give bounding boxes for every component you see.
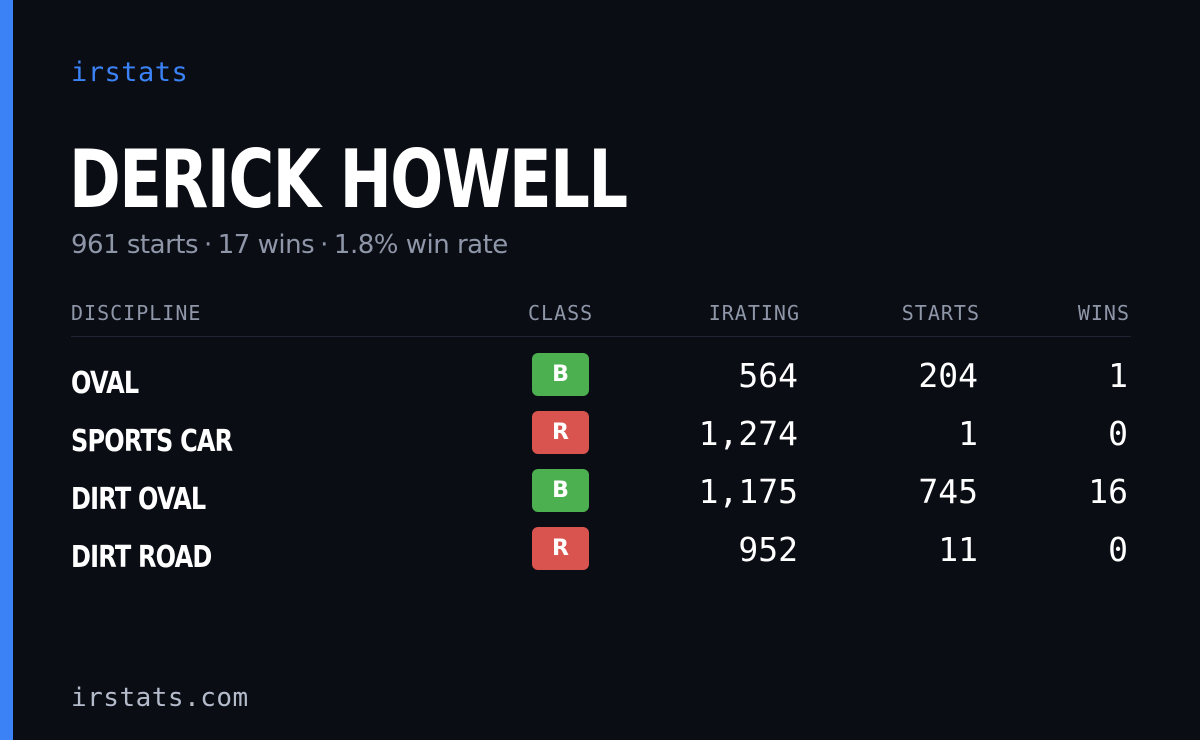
starts-value: 1: [958, 414, 978, 453]
table-row: DIRT OVAL B 1,175 745 16: [71, 469, 1131, 527]
class-badge: R: [532, 527, 589, 570]
table-row: SPORTS CAR R 1,274 1 0: [71, 411, 1131, 469]
class-badge: B: [532, 469, 589, 512]
wins-value: 1: [1108, 356, 1128, 395]
table-row: DIRT ROAD R 952 11 0: [71, 527, 1131, 585]
wins-value: 16: [1088, 472, 1128, 511]
starts-value: 745: [918, 472, 978, 511]
accent-bar: [0, 0, 13, 740]
footer-url: irstats.com: [71, 683, 249, 713]
brand-label: irstats: [71, 57, 189, 88]
header-discipline: DISCIPLINE: [71, 301, 202, 325]
discipline-name: DIRT OVAL: [71, 482, 206, 517]
discipline-name: DIRT ROAD: [71, 540, 212, 575]
discipline-name: SPORTS CAR: [71, 424, 233, 459]
table-row: OVAL B 564 204 1: [71, 353, 1131, 411]
irating-value: 564: [738, 356, 798, 395]
irating-value: 952: [738, 530, 798, 569]
starts-value: 204: [918, 356, 978, 395]
table-header: DISCIPLINE CLASS IRATING STARTS WINS: [71, 298, 1131, 337]
wins-summary: 17 wins: [217, 230, 315, 260]
header-wins: WINS: [1077, 301, 1130, 325]
wins-value: 0: [1108, 414, 1128, 453]
starts-value: 11: [938, 530, 978, 569]
header-starts: STARTS: [901, 301, 980, 325]
stats-table: DISCIPLINE CLASS IRATING STARTS WINS OVA…: [71, 298, 1131, 585]
class-badge: B: [532, 353, 589, 396]
class-badge: R: [532, 411, 589, 454]
separator-dot: ·: [204, 230, 212, 260]
winrate-summary: 1.8% win rate: [333, 230, 508, 260]
irating-value: 1,274: [698, 414, 798, 453]
separator-dot: ·: [320, 230, 328, 260]
starts-summary: 961 starts: [71, 230, 199, 260]
irating-value: 1,175: [698, 472, 798, 511]
header-class: CLASS: [528, 301, 594, 325]
discipline-name: OVAL: [71, 366, 139, 401]
player-summary: 961 starts · 17 wins · 1.8% win rate: [71, 227, 508, 263]
player-name: DERICK HOWELL: [69, 133, 628, 226]
table-body: OVAL B 564 204 1 SPORTS CAR R 1,274 1 0 …: [71, 337, 1131, 585]
wins-value: 0: [1108, 530, 1128, 569]
header-irating: IRATING: [708, 301, 800, 325]
